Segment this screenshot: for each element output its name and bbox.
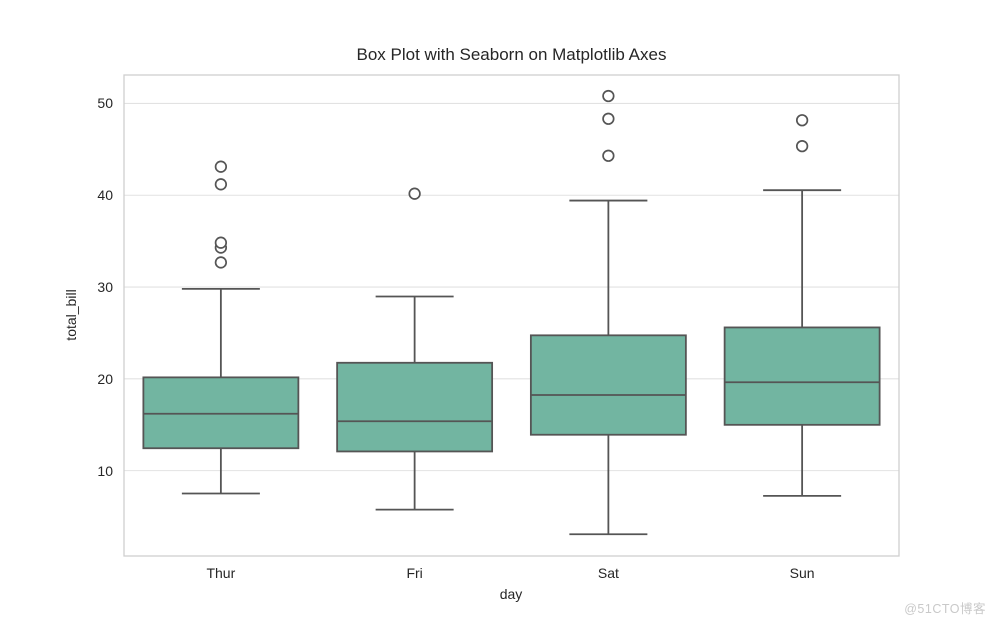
box-thur bbox=[142, 376, 300, 450]
y-tick-label: 40 bbox=[97, 187, 113, 204]
axes-frame bbox=[123, 74, 900, 557]
x-tick-label-sun: Sun bbox=[789, 565, 815, 581]
outlier-sat bbox=[602, 149, 615, 162]
x-tick-label-sat: Sat bbox=[597, 565, 619, 581]
y-tick-label: 20 bbox=[97, 370, 113, 387]
x-axis-label: day bbox=[499, 586, 523, 602]
outlier-sun bbox=[795, 139, 809, 153]
outlier-thur bbox=[214, 178, 228, 191]
outlier-thur bbox=[214, 236, 228, 249]
outlier-sat bbox=[602, 89, 615, 103]
box-sat bbox=[529, 334, 687, 436]
outlier-sun bbox=[795, 114, 809, 127]
outlier-thur bbox=[214, 256, 228, 269]
chart-title: Box Plot with Seaborn on Matplotlib Axes bbox=[356, 45, 667, 64]
box-fri bbox=[336, 361, 494, 453]
watermark: @51CTO博客 bbox=[904, 602, 986, 616]
x-tick-label-fri: Fri bbox=[406, 565, 423, 581]
y-tick-label: 50 bbox=[97, 95, 113, 112]
y-tick-label: 30 bbox=[97, 279, 113, 296]
y-tick-label: 10 bbox=[97, 462, 113, 479]
outlier-sat bbox=[602, 112, 615, 125]
box-sun bbox=[723, 326, 881, 426]
x-tick-label-thur: Thur bbox=[206, 565, 236, 581]
outlier-fri bbox=[408, 187, 421, 200]
outlier-thur bbox=[214, 160, 228, 173]
